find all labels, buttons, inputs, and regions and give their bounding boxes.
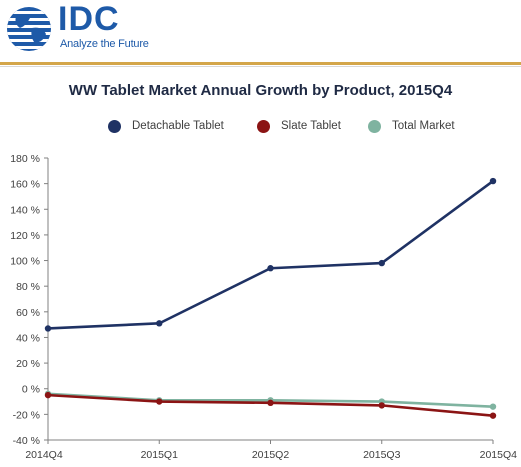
legend-item-slate-tablet[interactable]: Slate Tablet [257, 116, 341, 136]
line-chart: -40 % -20 % 0 % 20 % 40 % 60 % 80 % 100 % 120 % 1… [10, 153, 518, 461]
legend-item-total-market[interactable]: Total Market [368, 116, 455, 136]
brand-name: IDC [58, 0, 120, 38]
idc-logo[interactable]: IDC Analyze the Future [6, 0, 166, 54]
brand-tagline: Analyze the Future [60, 38, 149, 50]
data-point [489, 403, 497, 410]
x-tick-label: 2015Q3 [363, 449, 401, 461]
y-tick-label: -40 % [13, 435, 40, 447]
data-point [378, 402, 385, 409]
legend-label: Total Market [392, 120, 455, 132]
legend-swatch [257, 119, 270, 133]
y-tick-label: 180 % [10, 153, 40, 165]
globe-icon [7, 7, 51, 51]
header-divider-thin [0, 66, 521, 67]
y-tick-label: 160 % [10, 179, 40, 191]
y-tick-label: 120 % [10, 230, 40, 242]
y-tick-label: 20 % [16, 358, 40, 370]
data-point [378, 259, 385, 267]
y-tick-label: 40 % [16, 332, 40, 344]
data-point [44, 325, 52, 332]
series-line-detachable-tablet [47, 180, 494, 330]
legend-label: Detachable Tablet [132, 120, 224, 132]
page-header: IDC Analyze the Future [0, 0, 521, 62]
y-tick-label: -20 % [13, 409, 40, 421]
data-point [267, 399, 274, 407]
y-tick-label: 60 % [16, 307, 40, 319]
data-point [489, 177, 497, 185]
header-divider [0, 62, 521, 65]
data-point [267, 265, 274, 272]
data-point [489, 412, 497, 419]
y-tick-label: 140 % [10, 204, 40, 216]
data-point [156, 398, 163, 405]
y-tick-label: 80 % [16, 281, 40, 293]
legend-label: Slate Tablet [281, 120, 341, 132]
legend-item-detachable-tablet[interactable]: Detachable Tablet [108, 116, 224, 136]
x-tick-label: 2015Q1 [141, 449, 179, 461]
legend-swatch [368, 119, 381, 133]
y-tick-label: 0 % [22, 384, 40, 396]
chart-legend: Detachable Tablet Slate Tablet Total Marke… [0, 116, 521, 136]
x-tick-label: 2015Q2 [252, 449, 290, 461]
y-tick-label: 100 % [10, 256, 40, 268]
chart-title: WW Tablet Market Annual Growth by Produc… [68, 82, 453, 99]
data-point [44, 391, 52, 399]
x-tick-label: 2014Q4 [25, 449, 63, 461]
x-tick-label: 2015Q4 [480, 449, 518, 461]
data-point [156, 320, 163, 327]
legend-swatch [108, 119, 121, 133]
